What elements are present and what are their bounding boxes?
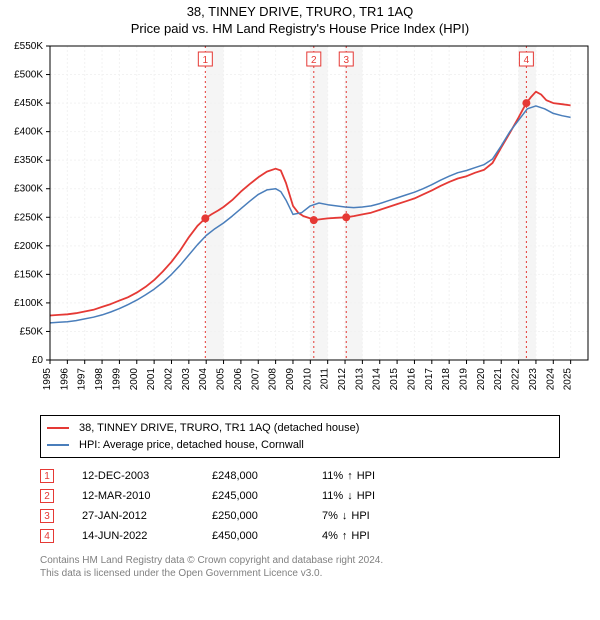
- page-subtitle: Price paid vs. HM Land Registry's House …: [0, 19, 600, 42]
- svg-text:£550K: £550K: [14, 42, 43, 52]
- legend-label: HPI: Average price, detached house, Corn…: [79, 437, 304, 454]
- svg-text:2000: 2000: [129, 368, 140, 391]
- transaction-diff: 7%↓HPI: [322, 510, 370, 522]
- svg-text:2013: 2013: [354, 368, 365, 391]
- svg-text:2011: 2011: [320, 368, 331, 390]
- transaction-diff: 4%↑HPI: [322, 530, 370, 542]
- svg-text:2009: 2009: [285, 368, 296, 391]
- svg-text:2008: 2008: [268, 368, 279, 391]
- svg-text:2012: 2012: [337, 368, 348, 391]
- legend: 38, TINNEY DRIVE, TRURO, TR1 1AQ (detach…: [40, 415, 560, 458]
- svg-text:1996: 1996: [59, 368, 70, 391]
- svg-text:1997: 1997: [77, 368, 88, 391]
- svg-text:2: 2: [311, 55, 317, 66]
- transaction-marker: 4: [40, 529, 54, 543]
- transaction-row: 3 27-JAN-2012£250,0007%↓HPI: [40, 506, 560, 526]
- svg-text:2024: 2024: [545, 368, 556, 391]
- arrow-down-icon: ↓: [342, 510, 348, 522]
- transaction-diff: 11%↑HPI: [322, 470, 375, 482]
- svg-text:2015: 2015: [389, 368, 400, 391]
- svg-text:2014: 2014: [372, 368, 383, 391]
- svg-text:2002: 2002: [163, 368, 174, 391]
- svg-text:2001: 2001: [146, 368, 157, 391]
- transaction-date: 12-DEC-2003: [82, 470, 212, 482]
- svg-text:2020: 2020: [476, 368, 487, 391]
- arrow-up-icon: ↑: [347, 470, 353, 482]
- transaction-date: 14-JUN-2022: [82, 530, 212, 542]
- credits: Contains HM Land Registry data © Crown c…: [40, 554, 560, 580]
- svg-text:£350K: £350K: [14, 155, 43, 166]
- svg-text:2023: 2023: [528, 368, 539, 391]
- arrow-down-icon: ↓: [347, 490, 353, 502]
- transaction-row: 2 12-MAR-2010£245,00011%↓HPI: [40, 486, 560, 506]
- transaction-price: £450,000: [212, 530, 322, 542]
- svg-text:£50K: £50K: [20, 326, 44, 337]
- svg-text:2016: 2016: [406, 368, 417, 391]
- svg-text:2003: 2003: [181, 368, 192, 391]
- transaction-marker: 3: [40, 509, 54, 523]
- svg-text:2021: 2021: [493, 368, 504, 391]
- transaction-date: 27-JAN-2012: [82, 510, 212, 522]
- svg-text:£150K: £150K: [14, 269, 43, 280]
- transaction-price: £245,000: [212, 490, 322, 502]
- transaction-date: 12-MAR-2010: [82, 490, 212, 502]
- svg-text:£200K: £200K: [14, 241, 43, 252]
- svg-text:2018: 2018: [441, 368, 452, 391]
- svg-text:1999: 1999: [111, 368, 122, 391]
- transaction-row: 1 12-DEC-2003£248,00011%↑HPI: [40, 466, 560, 486]
- svg-text:£450K: £450K: [14, 98, 43, 109]
- legend-swatch: [47, 444, 69, 446]
- transaction-price: £248,000: [212, 470, 322, 482]
- transaction-price: £250,000: [212, 510, 322, 522]
- svg-text:£500K: £500K: [14, 70, 43, 81]
- legend-item: HPI: Average price, detached house, Corn…: [47, 437, 553, 454]
- svg-text:2006: 2006: [233, 368, 244, 391]
- svg-text:2005: 2005: [216, 368, 227, 391]
- svg-text:1995: 1995: [42, 368, 53, 391]
- transaction-marker: 1: [40, 469, 54, 483]
- svg-text:2007: 2007: [250, 368, 261, 391]
- svg-text:2017: 2017: [424, 368, 435, 391]
- transaction-diff: 11%↓HPI: [322, 490, 375, 502]
- arrow-up-icon: ↑: [342, 530, 348, 542]
- svg-text:£400K: £400K: [14, 127, 43, 138]
- svg-text:2022: 2022: [511, 368, 522, 391]
- svg-text:2004: 2004: [198, 368, 209, 391]
- svg-text:£0: £0: [32, 355, 44, 366]
- svg-text:1: 1: [203, 55, 209, 66]
- svg-text:£100K: £100K: [14, 298, 43, 309]
- page-title: 38, TINNEY DRIVE, TRURO, TR1 1AQ: [0, 0, 600, 19]
- svg-text:1998: 1998: [94, 368, 105, 391]
- svg-text:£250K: £250K: [14, 212, 43, 223]
- legend-label: 38, TINNEY DRIVE, TRURO, TR1 1AQ (detach…: [79, 420, 359, 437]
- legend-swatch: [47, 427, 69, 429]
- legend-item: 38, TINNEY DRIVE, TRURO, TR1 1AQ (detach…: [47, 420, 553, 437]
- transaction-marker: 2: [40, 489, 54, 503]
- svg-text:4: 4: [524, 55, 530, 66]
- credits-line: This data is licensed under the Open Gov…: [40, 567, 560, 580]
- svg-text:2025: 2025: [563, 368, 574, 391]
- credits-line: Contains HM Land Registry data © Crown c…: [40, 554, 560, 567]
- svg-text:£300K: £300K: [14, 184, 43, 195]
- svg-text:3: 3: [343, 55, 349, 66]
- transactions-table: 112-DEC-2003£248,00011%↑HPI212-MAR-2010£…: [40, 466, 560, 546]
- price-chart: 1 2 3 4 £0 £50K £100K £150K £200K £250K £300K £350K…: [0, 42, 600, 407]
- svg-text:2010: 2010: [302, 368, 313, 391]
- transaction-row: 4 14-JUN-2022£450,0004%↑HPI: [40, 526, 560, 546]
- svg-text:2019: 2019: [459, 368, 470, 391]
